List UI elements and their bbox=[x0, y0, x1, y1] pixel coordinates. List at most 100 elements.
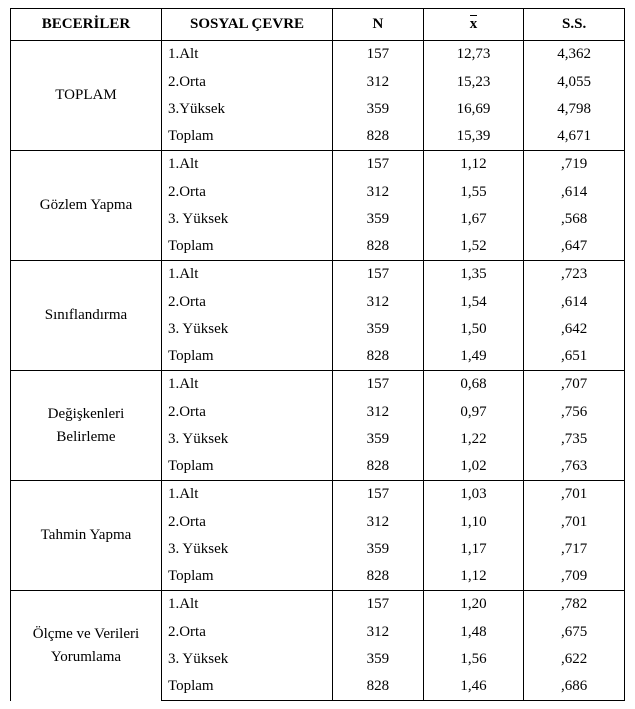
n-cell: 828 bbox=[333, 563, 424, 591]
col-header-sd: S.S. bbox=[524, 9, 625, 41]
n-cell: 157 bbox=[333, 371, 424, 399]
skill-name: TOPLAM bbox=[11, 41, 162, 151]
n-cell: 157 bbox=[333, 41, 424, 69]
table-row: Sınıflandırma1.Alt1571,35,723 bbox=[11, 261, 625, 289]
sd-cell: ,651 bbox=[524, 343, 625, 371]
env-cell: Toplam bbox=[161, 123, 332, 151]
n-cell: 157 bbox=[333, 261, 424, 289]
env-cell: Toplam bbox=[161, 343, 332, 371]
mean-cell: 1,46 bbox=[423, 673, 524, 701]
env-cell: 1.Alt bbox=[161, 371, 332, 399]
mean-cell: 1,56 bbox=[423, 646, 524, 673]
skill-name: Gözlem Yapma bbox=[11, 151, 162, 261]
env-cell: 1.Alt bbox=[161, 591, 332, 619]
n-cell: 157 bbox=[333, 591, 424, 619]
n-cell: 359 bbox=[333, 316, 424, 343]
mean-cell: 0,68 bbox=[423, 371, 524, 399]
env-cell: 3. Yüksek bbox=[161, 646, 332, 673]
table-row: Değişkenleri Belirleme1.Alt1570,68,707 bbox=[11, 371, 625, 399]
sd-cell: ,614 bbox=[524, 289, 625, 316]
mean-cell: 1,17 bbox=[423, 536, 524, 563]
n-cell: 312 bbox=[333, 619, 424, 646]
sd-cell: ,723 bbox=[524, 261, 625, 289]
sd-cell: 4,055 bbox=[524, 69, 625, 96]
skill-name: Ölçme ve Verileri Yorumlama bbox=[11, 591, 162, 701]
mean-cell: 1,49 bbox=[423, 343, 524, 371]
n-cell: 312 bbox=[333, 399, 424, 426]
env-cell: 1.Alt bbox=[161, 151, 332, 179]
mean-cell: 1,50 bbox=[423, 316, 524, 343]
col-header-skill: BECERİLER bbox=[11, 9, 162, 41]
env-cell: 3. Yüksek bbox=[161, 206, 332, 233]
skill-name: Değişkenleri Belirleme bbox=[11, 371, 162, 481]
n-cell: 828 bbox=[333, 343, 424, 371]
sd-cell: ,782 bbox=[524, 591, 625, 619]
sd-cell: ,686 bbox=[524, 673, 625, 701]
skill-name: Sınıflandırma bbox=[11, 261, 162, 371]
env-cell: 2.Orta bbox=[161, 289, 332, 316]
mean-cell: 12,73 bbox=[423, 41, 524, 69]
sd-cell: ,735 bbox=[524, 426, 625, 453]
table-row: Tahmin Yapma1.Alt1571,03,701 bbox=[11, 481, 625, 509]
n-cell: 359 bbox=[333, 536, 424, 563]
sd-cell: 4,798 bbox=[524, 96, 625, 123]
mean-cell: 0,97 bbox=[423, 399, 524, 426]
n-cell: 312 bbox=[333, 69, 424, 96]
n-cell: 312 bbox=[333, 289, 424, 316]
mean-cell: 1,22 bbox=[423, 426, 524, 453]
env-cell: Toplam bbox=[161, 453, 332, 481]
mean-cell: 1,12 bbox=[423, 151, 524, 179]
sd-cell: ,701 bbox=[524, 509, 625, 536]
env-cell: 2.Orta bbox=[161, 399, 332, 426]
skills-table: BECERİLER SOSYAL ÇEVRE N x S.S. TOPLAM1.… bbox=[10, 8, 625, 701]
env-cell: 3. Yüksek bbox=[161, 316, 332, 343]
n-cell: 359 bbox=[333, 646, 424, 673]
mean-cell: 1,52 bbox=[423, 233, 524, 261]
mean-cell: 1,48 bbox=[423, 619, 524, 646]
n-cell: 157 bbox=[333, 151, 424, 179]
table-row: Ölçme ve Verileri Yorumlama1.Alt1571,20,… bbox=[11, 591, 625, 619]
n-cell: 828 bbox=[333, 453, 424, 481]
sd-cell: ,717 bbox=[524, 536, 625, 563]
sd-cell: ,756 bbox=[524, 399, 625, 426]
table-row: Gözlem Yapma1.Alt1571,12,719 bbox=[11, 151, 625, 179]
n-cell: 359 bbox=[333, 96, 424, 123]
table-body: TOPLAM1.Alt15712,734,3622.Orta31215,234,… bbox=[11, 41, 625, 701]
sd-cell: 4,362 bbox=[524, 41, 625, 69]
env-cell: 2.Orta bbox=[161, 179, 332, 206]
mean-cell: 1,03 bbox=[423, 481, 524, 509]
mean-cell: 15,39 bbox=[423, 123, 524, 151]
sd-cell: ,622 bbox=[524, 646, 625, 673]
env-cell: 3. Yüksek bbox=[161, 426, 332, 453]
env-cell: Toplam bbox=[161, 673, 332, 701]
sd-cell: ,647 bbox=[524, 233, 625, 261]
env-cell: 3.Yüksek bbox=[161, 96, 332, 123]
sd-cell: ,701 bbox=[524, 481, 625, 509]
xbar-symbol: x bbox=[470, 13, 478, 36]
mean-cell: 1,55 bbox=[423, 179, 524, 206]
env-cell: Toplam bbox=[161, 563, 332, 591]
sd-cell: ,642 bbox=[524, 316, 625, 343]
sd-cell: ,614 bbox=[524, 179, 625, 206]
mean-cell: 1,67 bbox=[423, 206, 524, 233]
env-cell: 2.Orta bbox=[161, 509, 332, 536]
mean-cell: 15,23 bbox=[423, 69, 524, 96]
sd-cell: ,568 bbox=[524, 206, 625, 233]
n-cell: 312 bbox=[333, 509, 424, 536]
mean-cell: 16,69 bbox=[423, 96, 524, 123]
n-cell: 312 bbox=[333, 179, 424, 206]
env-cell: 1.Alt bbox=[161, 481, 332, 509]
env-cell: 2.Orta bbox=[161, 619, 332, 646]
n-cell: 828 bbox=[333, 123, 424, 151]
n-cell: 828 bbox=[333, 673, 424, 701]
col-header-env: SOSYAL ÇEVRE bbox=[161, 9, 332, 41]
table-row: TOPLAM1.Alt15712,734,362 bbox=[11, 41, 625, 69]
env-cell: 3. Yüksek bbox=[161, 536, 332, 563]
mean-cell: 1,35 bbox=[423, 261, 524, 289]
sd-cell: ,763 bbox=[524, 453, 625, 481]
n-cell: 157 bbox=[333, 481, 424, 509]
mean-cell: 1,20 bbox=[423, 591, 524, 619]
sd-cell: ,707 bbox=[524, 371, 625, 399]
sd-cell: ,719 bbox=[524, 151, 625, 179]
sd-cell: 4,671 bbox=[524, 123, 625, 151]
